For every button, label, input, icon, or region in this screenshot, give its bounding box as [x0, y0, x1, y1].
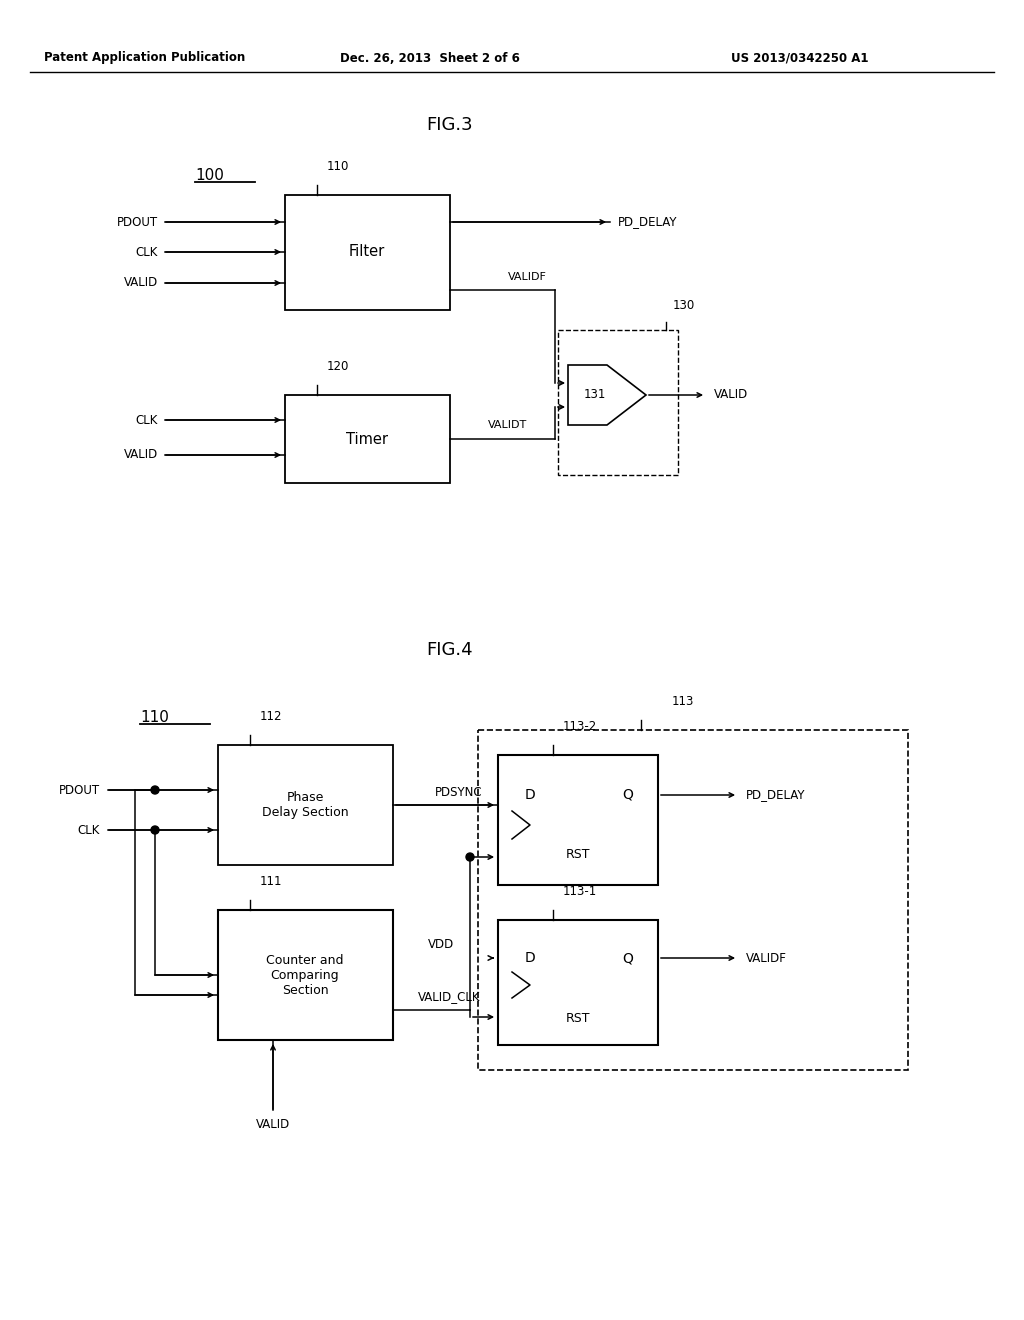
Text: 100: 100 [195, 168, 224, 183]
Text: CLK: CLK [135, 246, 158, 259]
Text: 130: 130 [673, 300, 695, 312]
Bar [498, 755, 658, 884]
Text: US 2013/0342250 A1: US 2013/0342250 A1 [731, 51, 868, 65]
Text: 131: 131 [584, 388, 606, 401]
Bar [218, 909, 393, 1040]
Text: D: D [524, 788, 536, 803]
Text: 120: 120 [327, 360, 349, 374]
Text: VALIDF: VALIDF [508, 272, 547, 282]
Text: CLK: CLK [135, 413, 158, 426]
Text: PDOUT: PDOUT [117, 215, 158, 228]
Text: Q: Q [623, 950, 634, 965]
Text: VALIDF: VALIDF [746, 952, 786, 965]
Text: 112: 112 [260, 710, 283, 723]
Text: VALID: VALID [124, 449, 158, 462]
Bar [478, 730, 908, 1071]
Text: Timer: Timer [346, 432, 388, 446]
Text: 111: 111 [260, 875, 283, 888]
Text: Phase
Delay Section: Phase Delay Section [262, 791, 348, 818]
Text: CLK: CLK [78, 824, 100, 837]
PathPatch shape [568, 366, 646, 425]
Text: VALID: VALID [256, 1118, 290, 1131]
Bar [285, 195, 450, 310]
Text: VALIDT: VALIDT [488, 420, 527, 430]
Text: 110: 110 [140, 710, 169, 725]
Text: Filter: Filter [349, 244, 385, 260]
Text: FIG.3: FIG.3 [427, 116, 473, 135]
Text: PD_DELAY: PD_DELAY [618, 215, 678, 228]
Circle shape [151, 785, 159, 795]
Text: D: D [524, 950, 536, 965]
Text: FIG.4: FIG.4 [427, 642, 473, 659]
Text: PDSYNC: PDSYNC [435, 787, 482, 800]
Text: VDD: VDD [428, 937, 455, 950]
Bar [285, 395, 450, 483]
Text: VALID: VALID [124, 276, 158, 289]
Text: RST: RST [565, 1011, 590, 1024]
Circle shape [151, 826, 159, 834]
Text: 113: 113 [672, 696, 694, 708]
Bar [218, 744, 393, 865]
Text: 113-2: 113-2 [563, 719, 597, 733]
Text: Q: Q [623, 788, 634, 803]
Text: Counter and
Comparing
Section: Counter and Comparing Section [266, 953, 344, 997]
Text: RST: RST [565, 849, 590, 862]
Bar [498, 920, 658, 1045]
Text: 113-1: 113-1 [563, 884, 597, 898]
Text: PDOUT: PDOUT [58, 784, 100, 796]
Text: PD_DELAY: PD_DELAY [746, 788, 806, 801]
Text: 110: 110 [327, 160, 349, 173]
Text: VALID_CLK: VALID_CLK [418, 990, 480, 1003]
Text: Patent Application Publication: Patent Application Publication [44, 51, 246, 65]
Bar [558, 330, 678, 475]
Text: Dec. 26, 2013  Sheet 2 of 6: Dec. 26, 2013 Sheet 2 of 6 [340, 51, 520, 65]
Text: VALID: VALID [714, 388, 749, 401]
Circle shape [466, 853, 474, 861]
